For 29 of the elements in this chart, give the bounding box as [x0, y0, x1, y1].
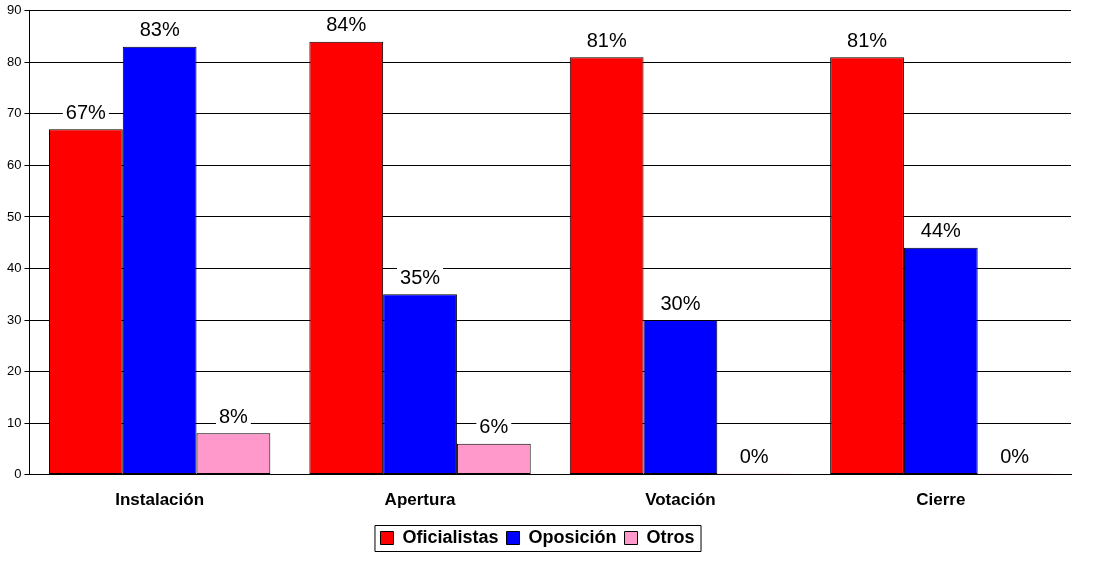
data-label: 67% [65, 100, 107, 123]
y-tick-label: 20 [6, 363, 22, 379]
y-tick-label: 40 [6, 260, 22, 276]
y-tick-label: 30 [6, 311, 22, 327]
data-label: 84% [326, 13, 367, 36]
x-tick-label: Apertura [384, 490, 456, 510]
y-tick-label: 60 [6, 156, 22, 172]
data-label: 35% [400, 265, 441, 288]
legend-label: Otros [646, 526, 695, 547]
y-tick-label: 50 [6, 208, 22, 224]
data-label: 0% [739, 445, 769, 468]
y-tick-label: 90 [6, 2, 22, 18]
legend-label: Oficialistas [402, 526, 499, 547]
data-label: 81% [847, 28, 888, 51]
y-tick-label: 10 [6, 414, 22, 430]
y-tick-label: 80 [6, 53, 22, 69]
data-label: 6% [479, 415, 509, 438]
y-tick-label: 70 [6, 105, 22, 121]
x-tick-label: Cierre [916, 490, 966, 510]
data-label: 44% [920, 219, 962, 242]
x-tick-label: Votación [645, 490, 716, 510]
legend-label: Oposición [528, 526, 617, 547]
x-tick-label: Instalación [115, 490, 205, 510]
data-label: 81% [586, 28, 627, 51]
data-label: 8% [218, 404, 249, 427]
data-label: 0% [1000, 445, 1030, 468]
y-tick-label: 0 [14, 466, 22, 482]
data-label: 83% [139, 18, 180, 41]
data-label: 30% [660, 291, 701, 314]
